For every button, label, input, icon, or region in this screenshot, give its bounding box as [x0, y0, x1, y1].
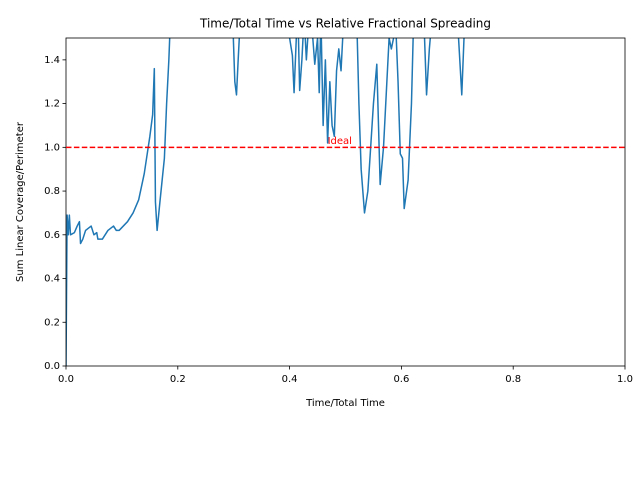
x-tick-label: 0.6	[393, 374, 409, 385]
annotation: Ideal	[328, 136, 352, 147]
y-tick-label: 0.8	[44, 186, 60, 197]
x-tick-label: 1.0	[617, 374, 633, 385]
plot-area	[66, 38, 465, 366]
x-tick-label: 0.2	[170, 374, 186, 385]
x-tick-label: 0.8	[505, 374, 521, 385]
y-tick-label: 0.0	[44, 361, 60, 372]
y-tick-label: 1.0	[44, 142, 60, 153]
y-tick-label: 0.2	[44, 317, 60, 328]
y-tick-label: 1.2	[44, 99, 60, 110]
chart-title: Time/Total Time vs Relative Fractional S…	[199, 17, 491, 31]
y-tick-label: 0.6	[44, 230, 60, 241]
y-tick-label: 0.4	[44, 274, 60, 285]
axes-frame	[65, 37, 626, 367]
y-axis-label: Sum Linear Coverage/Perimeter	[15, 121, 26, 282]
data-line	[66, 38, 465, 366]
x-axis-label: Time/Total Time	[305, 398, 385, 409]
x-tick-label: 0.0	[58, 374, 74, 385]
y-tick-label: 1.4	[44, 55, 60, 66]
x-tick-label: 0.4	[282, 374, 298, 385]
